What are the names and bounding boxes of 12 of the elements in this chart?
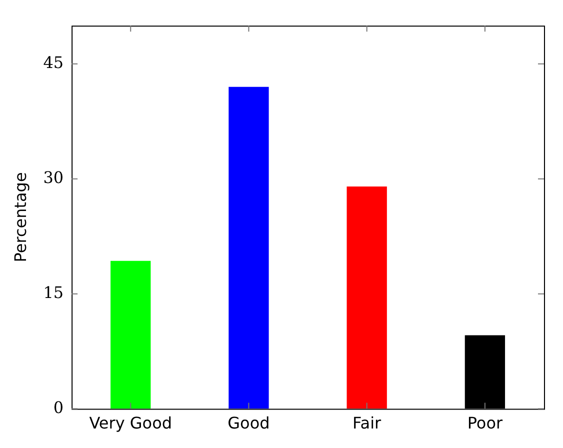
bar [346,186,387,409]
x-tick-label: Very Good [89,414,172,433]
x-tick-label: Poor [467,414,503,433]
y-tick-label: 15 [43,282,64,302]
x-tick-label: Fair [352,414,382,433]
y-axis-title: Percentage [10,172,30,262]
y-tick-label: 30 [43,168,64,188]
x-tick-label: Good [228,414,270,433]
bar [110,260,151,409]
bar [228,86,269,409]
y-tick-label: 45 [43,53,64,72]
y-tick-label: 0 [53,398,64,417]
